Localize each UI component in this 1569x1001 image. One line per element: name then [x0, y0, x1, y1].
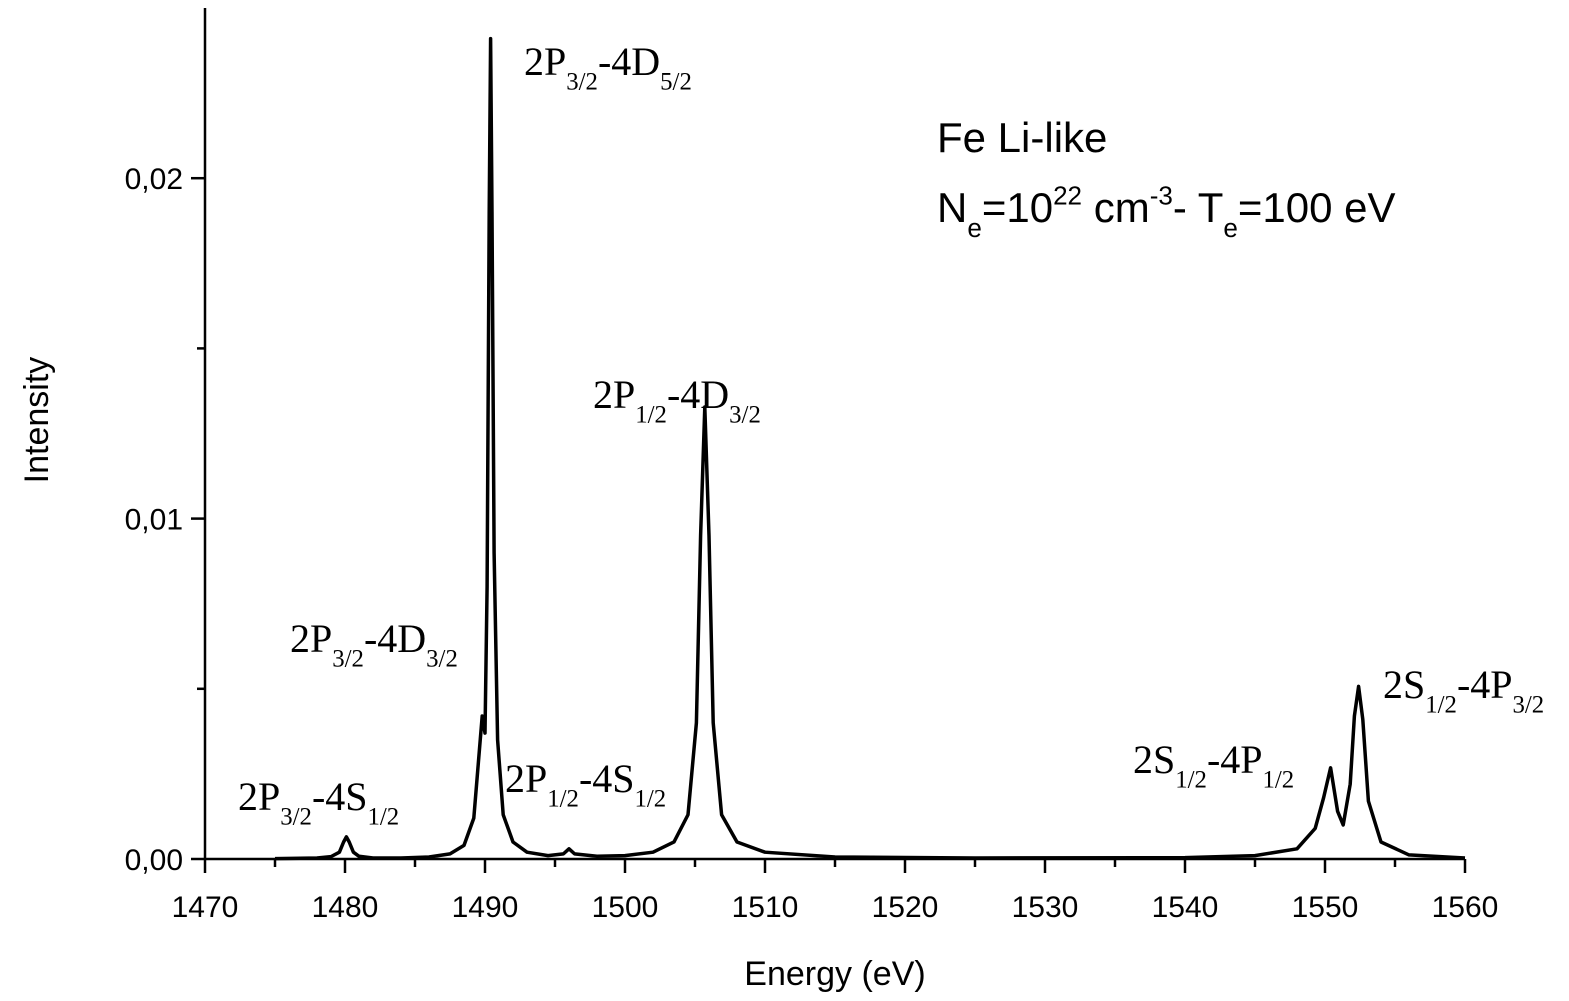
- peak-annotation-part: 2S: [1383, 662, 1425, 707]
- peak-annotation-part: 2P: [593, 372, 635, 417]
- x-tick-label: 1560: [1432, 891, 1499, 924]
- peak-annotation-part: 1/2: [635, 785, 667, 812]
- peak-annotation: 2P3/2-4S1/2: [238, 774, 399, 830]
- y-tick-label: 0,02: [125, 163, 183, 196]
- peak-annotation-part: 3/2: [566, 68, 598, 95]
- peak-annotation-part: 1/2: [368, 803, 400, 830]
- peak-annotation-part: 2P: [290, 616, 332, 661]
- peak-annotation-part: 2P: [238, 774, 280, 819]
- x-tick-label: 1530: [1012, 891, 1079, 924]
- info-text-part: -3: [1150, 180, 1173, 210]
- peak-annotation-part: -4P: [1457, 662, 1513, 707]
- peak-annotation-part: -4D: [598, 39, 660, 84]
- x-axis-label: Energy (eV): [744, 955, 925, 993]
- spectrum-line: [274, 36, 1466, 861]
- peak-annotation-part: 1/2: [1175, 766, 1207, 793]
- peak-annotation-part: -4S: [312, 774, 368, 819]
- peak-annotation-part: -4D: [364, 616, 426, 661]
- x-tick-label: 1470: [172, 891, 239, 924]
- peak-annotation-part: 3/2: [1513, 691, 1545, 718]
- peak-annotation-part: 1/2: [1425, 691, 1457, 718]
- x-tick-label: 1490: [452, 891, 519, 924]
- info-text-part: =100 eV: [1238, 184, 1396, 231]
- peak-annotation: 2S1/2-4P3/2: [1383, 662, 1544, 718]
- peak-annotation-part: 3/2: [280, 803, 312, 830]
- info-text-part: =10: [982, 184, 1053, 231]
- peak-annotation-part: 5/2: [660, 68, 692, 95]
- x-tick-label: 1510: [732, 891, 799, 924]
- peak-annotation-part: 1/2: [635, 401, 667, 428]
- info-text: Fe Li-like: [937, 114, 1107, 161]
- x-tick-label: 1480: [312, 891, 379, 924]
- peak-annotation-part: 2S: [1133, 737, 1175, 782]
- peak-annotation-part: 1/2: [1263, 766, 1295, 793]
- peak-annotation-part: -4P: [1207, 737, 1263, 782]
- x-tick-label: 1500: [592, 891, 659, 924]
- y-axis-label: Intensity: [18, 357, 56, 484]
- peak-annotation: 2P1/2-4D3/2: [593, 372, 761, 428]
- info-text: Ne=1022 cm-3- Te=100 eV: [937, 180, 1396, 243]
- info-text-part: Fe Li-like: [937, 114, 1107, 161]
- info-text-part: e: [967, 213, 981, 243]
- info-text-part: 22: [1053, 180, 1082, 210]
- info-text-part: e: [1223, 213, 1237, 243]
- peak-annotation-part: 3/2: [729, 401, 761, 428]
- peak-annotation-part: 3/2: [332, 645, 364, 672]
- peak-annotation: 2P3/2-4D5/2: [524, 39, 692, 95]
- peak-annotation: 2S1/2-4P1/2: [1133, 737, 1294, 793]
- x-tick-label: 1540: [1152, 891, 1219, 924]
- peak-annotation-part: 3/2: [426, 645, 458, 672]
- x-tick-label: 1520: [872, 891, 939, 924]
- peak-annotation-part: -4D: [667, 372, 729, 417]
- peak-annotation-part: -4S: [579, 756, 635, 801]
- peak-annotation: 2P1/2-4S1/2: [505, 756, 666, 812]
- y-tick-label: 0,00: [125, 844, 183, 877]
- peak-annotation: 2P3/2-4D3/2: [290, 616, 458, 672]
- x-tick-label: 1550: [1292, 891, 1359, 924]
- peak-annotation-part: 2P: [505, 756, 547, 801]
- info-text-part: - T: [1173, 184, 1224, 231]
- peak-annotation-part: 1/2: [547, 785, 579, 812]
- info-text-part: N: [937, 184, 967, 231]
- peak-annotation-part: 2P: [524, 39, 566, 84]
- info-text-part: cm: [1082, 184, 1150, 231]
- y-tick-label: 0,01: [125, 504, 183, 537]
